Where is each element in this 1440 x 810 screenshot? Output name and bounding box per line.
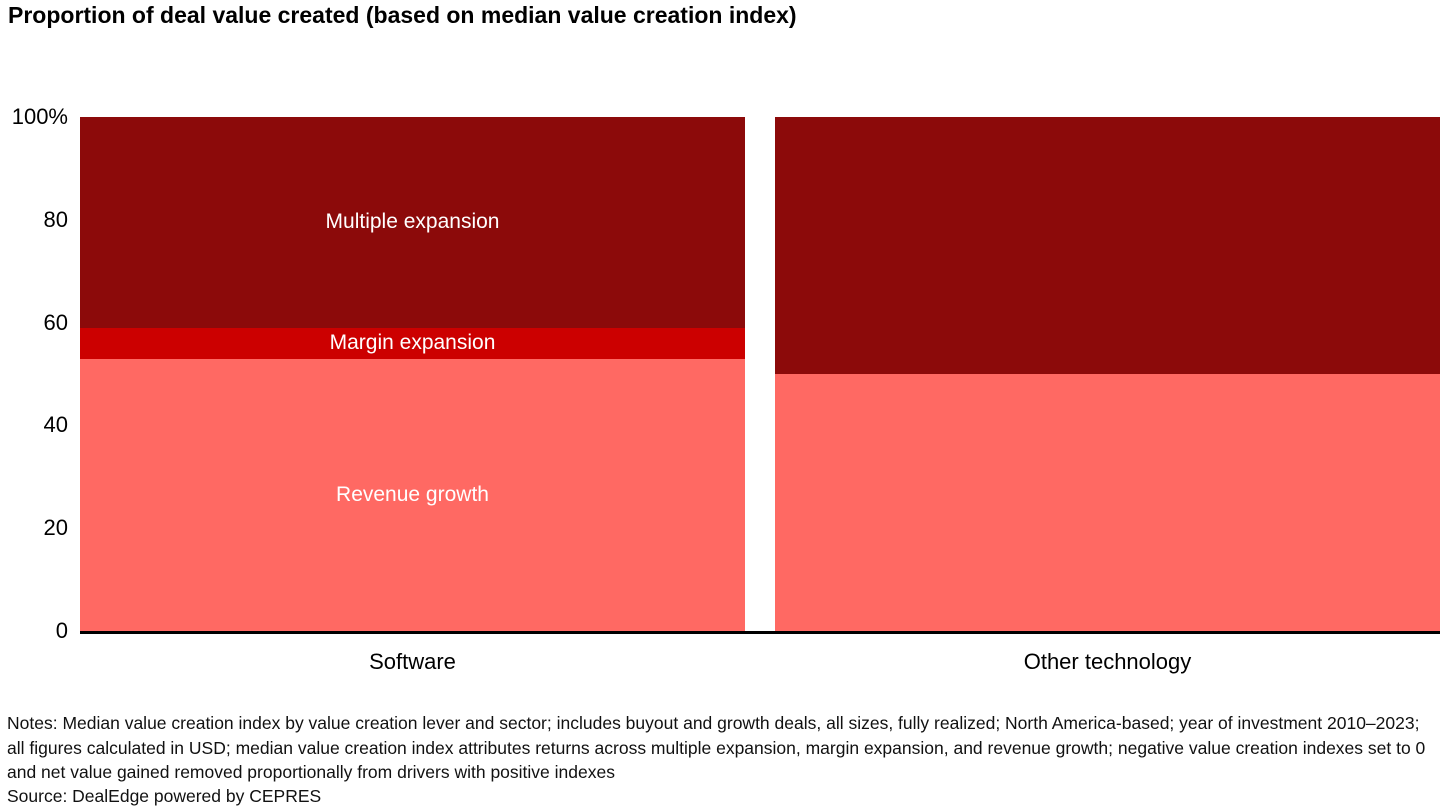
segment-revenue-growth-software: Revenue growth [80, 358, 745, 631]
segment-label-margin-expansion: Margin expansion [329, 331, 496, 355]
segment-margin-expansion-software: Margin expansion [80, 327, 745, 359]
y-axis-tick-60: 60 [43, 309, 68, 335]
y-axis-tick-80: 80 [43, 206, 68, 232]
x-axis: Software Other technology [80, 649, 1440, 675]
segment-revenue-growth-other-technology [775, 374, 1440, 631]
bar-other-technology [775, 117, 1440, 631]
x-axis-label-software: Software [369, 649, 456, 674]
y-axis-tick-20: 20 [43, 515, 68, 541]
notes: Notes: Median value creation index by va… [7, 713, 1426, 782]
y-axis: 100% 80 60 40 20 0 [0, 105, 68, 643]
y-axis-tick-100: 100% [11, 104, 68, 129]
segment-multiple-expansion-software: Multiple expansion [80, 117, 745, 328]
chart-title: Proportion of deal value created (based … [8, 2, 797, 28]
plot-area: Multiple expansion Margin expansion Revenu… [80, 117, 1440, 631]
y-axis-tick-40: 40 [43, 412, 68, 438]
segment-label-revenue-growth: Revenue growth [336, 482, 489, 506]
segment-multiple-expansion-other-technology [775, 117, 1440, 374]
bar-software: Multiple expansion Margin expansion Revenu… [80, 117, 745, 631]
x-axis-label-other-technology: Other technology [1023, 649, 1192, 674]
source: Source: DealEdge powered by CEPRES [7, 786, 322, 806]
x-axis-line [80, 631, 1440, 634]
y-axis-tick-0: 0 [55, 618, 68, 643]
segment-label-multiple-expansion: Multiple expansion [325, 210, 500, 234]
